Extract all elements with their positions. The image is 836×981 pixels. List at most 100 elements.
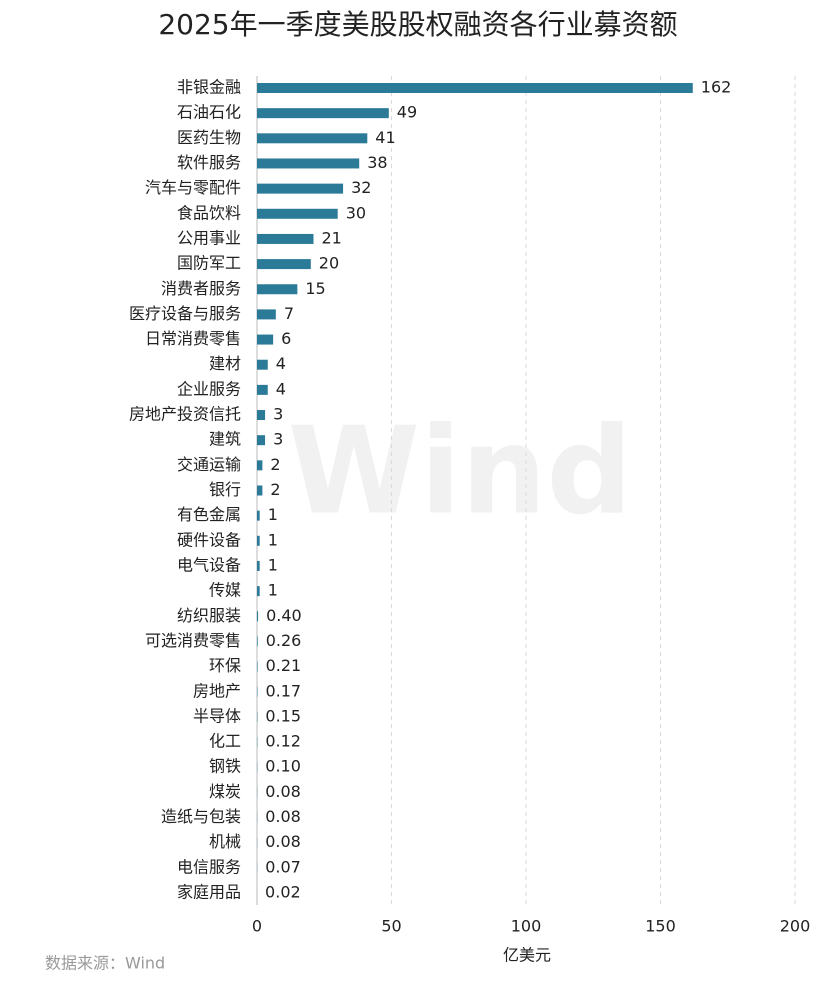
y-tick-label: 建材 xyxy=(209,354,241,373)
bar xyxy=(257,510,260,521)
data-label: 30 xyxy=(346,203,366,222)
data-label: 7 xyxy=(284,304,294,323)
data-label: 0.40 xyxy=(266,606,302,625)
y-tick-label: 石油石化 xyxy=(177,103,241,122)
y-tick-label: 传媒 xyxy=(209,581,241,600)
y-tick-label: 造纸与包装 xyxy=(161,807,241,826)
bar xyxy=(257,435,266,446)
y-tick-label: 软件服务 xyxy=(177,153,241,172)
data-label: 0.12 xyxy=(265,732,301,751)
y-tick-label: 食品饮料 xyxy=(177,203,241,222)
data-label: 0.08 xyxy=(265,782,301,801)
y-tick-label: 消费者服务 xyxy=(161,279,241,298)
y-tick-label: 国防军工 xyxy=(177,254,241,273)
bar xyxy=(257,259,311,270)
data-label: 15 xyxy=(305,279,325,298)
x-axis-label: 亿美元 xyxy=(503,946,551,965)
data-label: 0.10 xyxy=(265,757,301,776)
data-label: 0.07 xyxy=(265,857,301,876)
chart-title: 2025年一季度美股股权融资各行业募资额 xyxy=(158,8,677,41)
bar xyxy=(257,535,260,546)
y-tick-label: 可选消费零售 xyxy=(145,631,241,650)
y-tick-label: 家庭用品 xyxy=(177,883,241,902)
data-label: 3 xyxy=(273,405,283,424)
y-tick-label: 非银金融 xyxy=(177,78,241,97)
data-label: 1 xyxy=(268,505,278,524)
y-tick-label: 硬件设备 xyxy=(177,530,241,549)
y-tick-label: 电信服务 xyxy=(177,857,241,876)
y-tick-label: 半导体 xyxy=(193,706,241,725)
data-label: 4 xyxy=(276,354,286,373)
data-label: 21 xyxy=(321,228,341,247)
data-label: 1 xyxy=(268,581,278,600)
y-tick-label: 企业服务 xyxy=(177,379,241,398)
data-label: 0.08 xyxy=(265,807,301,826)
bar xyxy=(257,560,260,571)
y-tick-label: 日常消费零售 xyxy=(145,329,241,348)
source: 数据来源：Wind xyxy=(45,954,165,973)
y-tick-label: 交通运输 xyxy=(177,455,241,474)
data-label: 49 xyxy=(397,103,417,122)
y-tick-label: 银行 xyxy=(209,480,241,499)
bar xyxy=(257,208,338,219)
x-tick-label: 150 xyxy=(645,917,676,936)
bar xyxy=(257,284,298,295)
data-label: 4 xyxy=(276,379,286,398)
y-tick-label: 建筑 xyxy=(209,430,241,449)
data-label: 162 xyxy=(701,78,732,97)
bar xyxy=(257,410,266,421)
x-tick-label: 0 xyxy=(252,917,262,936)
bar xyxy=(257,460,263,471)
data-label: 1 xyxy=(268,530,278,549)
data-label: 0.21 xyxy=(266,656,302,675)
data-label: 2 xyxy=(270,480,280,499)
bar xyxy=(257,611,259,622)
bar xyxy=(257,183,344,194)
y-tick-label: 煤炭 xyxy=(209,782,241,801)
data-label: 0.17 xyxy=(265,681,301,700)
y-tick-label: 化工 xyxy=(209,732,241,751)
bar xyxy=(257,158,360,169)
data-label: 0.08 xyxy=(265,832,301,851)
bar xyxy=(257,636,258,647)
y-tick-label: 医疗设备与服务 xyxy=(129,304,241,323)
data-label: 6 xyxy=(281,329,291,348)
x-tick-label: 50 xyxy=(381,917,401,936)
data-label: 32 xyxy=(351,178,371,197)
y-tick-label: 公用事业 xyxy=(177,228,241,247)
bar xyxy=(257,485,263,496)
bar xyxy=(257,334,274,345)
bar xyxy=(257,309,276,320)
y-tick-label: 医药生物 xyxy=(177,128,241,147)
y-tick-label: 房地产 xyxy=(193,681,241,700)
y-tick-label: 电气设备 xyxy=(177,555,241,574)
bar xyxy=(257,661,258,672)
watermark: Wind xyxy=(288,403,633,542)
x-tick-label: 200 xyxy=(780,917,811,936)
y-tick-label: 汽车与零配件 xyxy=(145,178,241,197)
data-label: 20 xyxy=(319,254,339,273)
bar xyxy=(257,83,693,93)
bar xyxy=(257,384,268,395)
data-label: 0.02 xyxy=(265,883,301,902)
y-tick-label: 机械 xyxy=(209,832,241,851)
y-tick-label: 纺织服装 xyxy=(177,606,241,625)
y-tick-label: 有色金属 xyxy=(177,505,241,524)
bar xyxy=(257,359,268,370)
data-label: 3 xyxy=(273,430,283,449)
bar xyxy=(257,108,389,119)
y-tick-label: 房地产投资信托 xyxy=(129,405,241,424)
y-tick-label: 环保 xyxy=(209,656,241,675)
data-label: 41 xyxy=(375,128,395,147)
data-label: 1 xyxy=(268,555,278,574)
bar xyxy=(257,133,368,144)
data-label: 2 xyxy=(270,455,280,474)
data-label: 0.26 xyxy=(266,631,302,650)
data-label: 38 xyxy=(367,153,387,172)
bar xyxy=(257,586,260,597)
data-label: 0.15 xyxy=(265,706,301,725)
x-tick-label: 100 xyxy=(511,917,542,936)
y-tick-label: 钢铁 xyxy=(209,757,241,776)
bar xyxy=(257,233,314,244)
